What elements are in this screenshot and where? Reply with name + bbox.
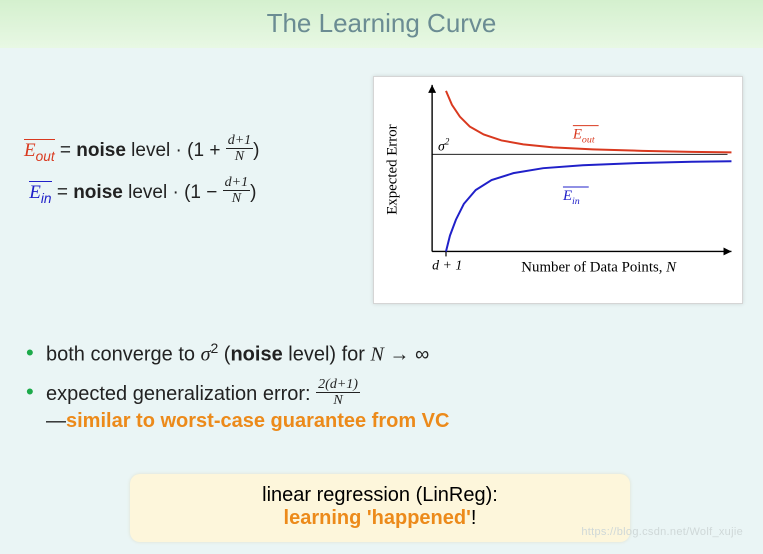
chart-svg: Eout Ein σ2 d + 1 Number of Data Points, N Ex… xyxy=(374,77,742,303)
bullet-1: both converge to σ2 (noise level) for N … xyxy=(26,340,449,367)
page-title: The Learning Curve xyxy=(267,8,497,38)
bullet-list: both converge to σ2 (noise level) for N … xyxy=(26,340,449,445)
frac-dplus1-N: d+1N xyxy=(226,133,253,165)
frac-dplus1-N-2: d+1N xyxy=(223,175,250,207)
svg-text:Number of Data Points, N: Number of Data Points, N xyxy=(521,259,677,275)
svg-text:d + 1: d + 1 xyxy=(432,258,462,273)
svg-text:σ2: σ2 xyxy=(438,136,450,154)
vc-note: similar to worst-case guarantee from VC xyxy=(66,410,449,432)
callout-line2: learning 'happened'! xyxy=(146,507,614,530)
formula-block: Eout = noise level · (1 + d+1N) Ein = no… xyxy=(24,130,260,214)
callout-line1: linear regression (LinReg): xyxy=(146,484,614,507)
bullet-2: expected generalization error: 2(d+1)N —… xyxy=(26,379,449,434)
svg-text:Expected Error: Expected Error xyxy=(384,124,400,214)
svg-text:Ein: Ein xyxy=(562,188,580,207)
watermark: https://blog.csdn.net/Wolf_xujie xyxy=(581,526,743,538)
ein-symbol: Ein xyxy=(29,182,51,203)
title-bar: The Learning Curve xyxy=(0,0,763,48)
learning-curve-chart: Eout Ein σ2 d + 1 Number of Data Points, N Ex… xyxy=(373,76,743,304)
svg-text:Eout: Eout xyxy=(572,126,595,145)
callout-box: linear regression (LinReg): learning 'ha… xyxy=(130,474,630,542)
ein-formula: Ein = noise level · (1 − d+1N) xyxy=(24,172,260,214)
eout-symbol: Eout xyxy=(24,140,55,161)
eout-formula: Eout = noise level · (1 + d+1N) xyxy=(24,130,260,172)
frac-2dplus1-N: 2(d+1)N xyxy=(316,377,360,409)
